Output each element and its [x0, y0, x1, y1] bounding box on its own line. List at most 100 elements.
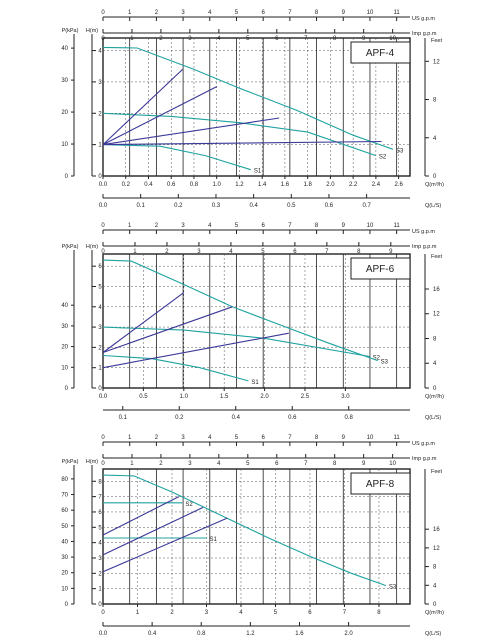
q-m3h-tick-label: 1.4: [258, 182, 267, 188]
p-tick-label: 60: [61, 508, 68, 514]
q-m3h-tick-label: 0.2: [122, 182, 131, 188]
q-m3h-tick-label: 0.6: [167, 182, 176, 188]
imp-gpm-tick-label: 1: [130, 461, 134, 467]
h-tick-label: 1: [98, 587, 102, 593]
series-label-s3: S3: [396, 148, 404, 154]
us-gpm-tick-label: 1: [128, 10, 132, 16]
chart-title: APF-4: [366, 48, 395, 59]
imp-gpm-label: Imp g.p.m: [412, 31, 437, 37]
h-axis-label: H(m): [86, 459, 98, 465]
us-gpm-tick-label: 8: [315, 223, 319, 229]
q-m3h-tick-label: 8: [377, 610, 381, 616]
us-gpm-tick-label: 2: [155, 223, 159, 229]
h-axis-label: H(m): [86, 244, 98, 250]
series-label-s1: S1: [209, 537, 217, 543]
q-m3h-tick-label: 5: [274, 610, 278, 616]
system-curve-line: [102, 69, 183, 145]
series-label-s3: S3: [389, 585, 397, 591]
imp-gpm-tick-label: 9: [362, 461, 366, 467]
p-tick-label: 80: [61, 477, 68, 483]
system-curve-line: [102, 506, 204, 556]
q-m3h-tick-label: 1.0: [213, 182, 222, 188]
imp-gpm-tick-label: 6: [275, 461, 279, 467]
us-gpm-tick-label: 8: [315, 10, 319, 16]
feet-tick-label: 12: [433, 312, 440, 318]
q-ls-tick-label: 0.5: [287, 203, 296, 209]
feet-tick-label: 4: [433, 361, 437, 367]
plot-frame: [102, 253, 411, 389]
h-tick-label: 6: [98, 510, 102, 516]
h-tick-label: 7: [98, 495, 102, 501]
q-ls-tick-label: 0.6: [288, 415, 297, 421]
q-m3h-tick-label: 1.6: [281, 182, 290, 188]
q-m3h-tick-label: 0.0: [99, 394, 108, 400]
feet-tick-label: 12: [433, 546, 440, 552]
q-ls-tick-label: 0.3: [212, 203, 221, 209]
h-tick-label: 8: [98, 479, 102, 485]
us-gpm-tick-label: 0: [101, 10, 105, 16]
h-tick-label: 3: [98, 80, 102, 86]
imp-gpm-tick-label: 0: [101, 249, 105, 255]
feet-tick-label: 8: [433, 336, 437, 342]
q-m3h-tick-label: 0: [101, 610, 105, 616]
us-gpm-tick-label: 1: [128, 435, 132, 441]
q-ls-tick-label: 0.7: [362, 203, 371, 209]
imp-gpm-tick-label: 2: [165, 249, 169, 255]
q-m3h-tick-label: 1.5: [220, 394, 229, 400]
q-m3h-tick-label: 3: [205, 610, 209, 616]
q-m3h-tick-label: 2.0: [326, 182, 335, 188]
series-line-s3: [102, 474, 387, 587]
imp-gpm-tick-label: 1: [130, 36, 134, 42]
h-tick-label: 0: [98, 602, 102, 608]
us-gpm-tick-label: 6: [262, 223, 266, 229]
q-m3h-tick-label: 0.8: [190, 182, 199, 188]
q-m3h-tick-label: 7: [343, 610, 347, 616]
feet-axis-label: Feet: [431, 38, 442, 44]
system-curve-line: [102, 496, 180, 536]
series-label-s1: S1: [251, 380, 259, 386]
system-curve-line: [102, 306, 233, 354]
chart-title: APF-6: [366, 264, 395, 275]
imp-gpm-tick-label: 5: [261, 249, 265, 255]
us-gpm-tick-label: 7: [288, 435, 292, 441]
imp-gpm-tick-label: 10: [389, 36, 396, 42]
p-tick-label: 40: [61, 46, 68, 52]
q-m3h-axis-label: Q(m³/h): [425, 394, 444, 400]
us-gpm-tick-label: 11: [394, 223, 401, 229]
imp-gpm-tick-label: 9: [362, 36, 366, 42]
plot-frame: [102, 37, 411, 177]
plot-frame: [102, 468, 411, 605]
p-tick-label: 0: [65, 386, 69, 392]
q-m3h-tick-label: 2: [170, 610, 174, 616]
us-gpm-tick-label: 9: [342, 10, 346, 16]
q-m3h-tick-label: 2.6: [394, 182, 403, 188]
p-tick-label: 10: [61, 365, 68, 371]
feet-axis-label: Feet: [431, 254, 442, 260]
feet-tick-label: 8: [433, 98, 437, 104]
h-tick-label: 2: [98, 111, 102, 117]
p-tick-label: 40: [61, 303, 68, 309]
q-m3h-tick-label: 0.5: [139, 394, 148, 400]
q-ls-tick-label: 0.2: [175, 415, 184, 421]
h-tick-label: 6: [98, 264, 102, 270]
h-tick-label: 1: [98, 366, 102, 372]
q-ls-tick-label: 1.6: [295, 631, 304, 637]
p-tick-label: 20: [61, 571, 68, 577]
feet-tick-label: 4: [433, 136, 437, 142]
feet-tick-label: 0: [433, 386, 437, 392]
q-m3h-tick-label: 2.5: [301, 394, 310, 400]
p-tick-label: 20: [61, 110, 68, 116]
imp-gpm-tick-label: 10: [389, 461, 396, 467]
us-gpm-label: US g.p.m: [412, 16, 435, 22]
q-m3h-tick-label: 1.2: [235, 182, 244, 188]
q-m3h-tick-label: 3.0: [341, 394, 350, 400]
imp-gpm-tick-label: 1: [133, 249, 137, 255]
imp-gpm-tick-label: 9: [389, 249, 393, 255]
system-curve-line: [102, 292, 185, 353]
imp-gpm-tick-label: 6: [293, 249, 297, 255]
q-ls-tick-label: 2.0: [344, 631, 353, 637]
chart-title: APF-8: [366, 479, 395, 490]
series-label-s2: S2: [373, 356, 381, 362]
us-gpm-tick-label: 11: [394, 435, 401, 441]
